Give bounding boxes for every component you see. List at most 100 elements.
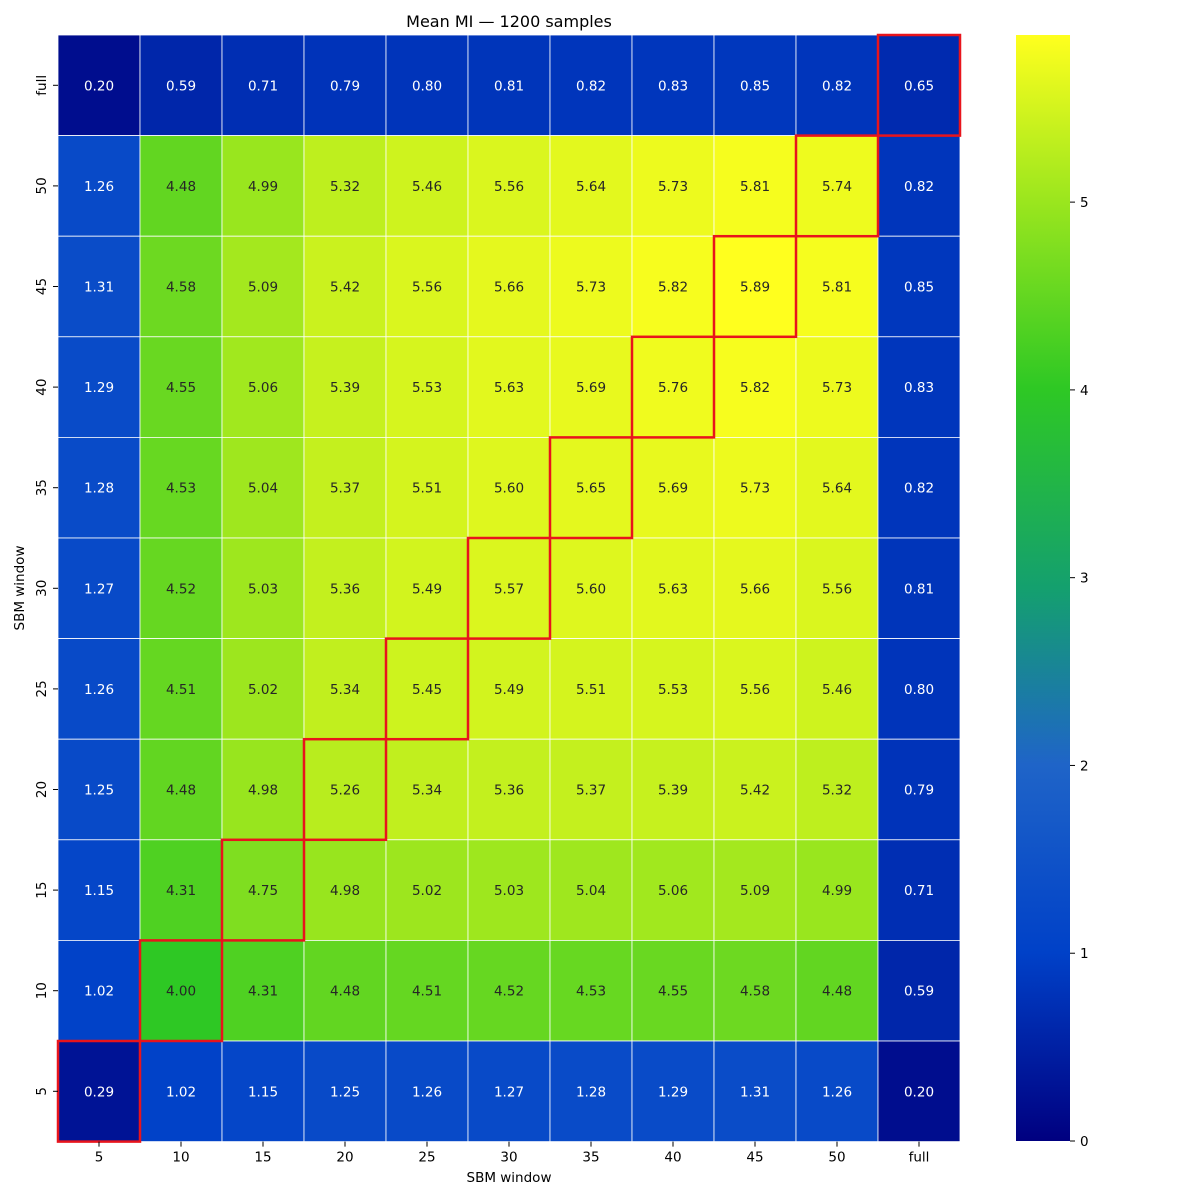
colorbar-tick-label: 5 — [1080, 195, 1089, 211]
colorbar-tick-label: 0 — [1080, 1134, 1089, 1150]
heatmap-cell — [221, 1040, 305, 1142]
heatmap-cell — [877, 1040, 961, 1142]
heatmap-cell — [713, 537, 797, 639]
cell-value-label: 4.52 — [494, 984, 524, 1000]
cell-value-label: 1.26 — [84, 179, 114, 195]
heatmap-cell — [795, 336, 879, 438]
cell-value-label: 4.48 — [166, 783, 196, 799]
cell-value-label: 5.46 — [822, 682, 852, 698]
cell-value-label: 5.89 — [740, 280, 770, 296]
cell-value-label: 5.56 — [494, 179, 524, 195]
highlight-box — [712, 234, 798, 339]
cell-value-label: 4.55 — [658, 984, 688, 1000]
heatmap-cell — [303, 1040, 387, 1142]
cell-value-label: 0.71 — [904, 883, 934, 899]
heatmap-cell — [631, 34, 715, 136]
heatmap-cell — [795, 738, 879, 841]
cell-value-label: 4.53 — [576, 984, 606, 1000]
cell-value-label: 1.31 — [84, 280, 114, 296]
cell-value-label: 5.73 — [822, 380, 852, 396]
colorbar-tick-label: 4 — [1080, 383, 1089, 399]
cell-value-label: 5.46 — [412, 179, 442, 195]
x-tick-label: 15 — [254, 1150, 271, 1166]
heatmap-cell — [631, 135, 715, 237]
cell-value-label: 5.06 — [658, 883, 688, 899]
y-axis-ticks: full 50 45 40 35 30 25 20 15 10 5 — [34, 75, 58, 1096]
heatmap-cell — [57, 436, 141, 539]
cell-value-label: 0.82 — [822, 78, 852, 94]
cell-value-label: 5.53 — [658, 682, 688, 698]
heatmap-cell — [549, 235, 633, 338]
cell-value-label: 0.20 — [84, 78, 114, 94]
y-tick-label: full — [34, 75, 50, 96]
cell-value-label: 5.63 — [494, 380, 524, 396]
heatmap-cell — [467, 940, 551, 1042]
x-tick-label: full — [909, 1150, 930, 1166]
heatmap-cell — [467, 738, 551, 841]
heatmap-cell — [467, 235, 551, 338]
heatmap-cell — [631, 738, 715, 841]
heatmap-cell — [385, 235, 469, 338]
heatmap-cell — [139, 738, 223, 841]
cell-value-label: 5.45 — [412, 682, 442, 698]
heatmap-cell — [57, 235, 141, 338]
heatmap-cell — [385, 1040, 469, 1142]
cell-value-label: 5.66 — [494, 280, 524, 296]
cell-value-label: 5.39 — [330, 380, 360, 396]
cell-value-label: 0.82 — [904, 179, 934, 195]
cell-value-label: 5.42 — [330, 280, 360, 296]
cell-value-label: 5.37 — [576, 783, 606, 799]
heatmap-cell — [385, 34, 469, 136]
y-tick-label: 20 — [34, 781, 50, 798]
cell-value-label: 5.76 — [658, 380, 688, 396]
heatmap-cell — [467, 839, 551, 941]
heatmap-cell — [139, 638, 223, 740]
cell-value-label: 5.34 — [330, 682, 360, 698]
heatmap-cell — [795, 135, 879, 237]
cell-value-label: 5.65 — [576, 481, 606, 497]
heatmap-cell — [221, 839, 305, 941]
x-axis-ticks: 5 10 15 20 25 30 35 40 45 50 full — [95, 1141, 930, 1166]
heatmap-cell — [795, 34, 879, 136]
highlight-box — [794, 134, 880, 238]
cell-value-label: 4.58 — [740, 984, 770, 1000]
heatmap-cell — [57, 1040, 141, 1142]
cell-value-label: 1.27 — [84, 581, 114, 597]
cell-value-label: 5.81 — [740, 179, 770, 195]
cell-value-label: 0.59 — [166, 78, 196, 94]
cell-value-label: 1.26 — [822, 1084, 852, 1100]
cell-value-label: 5.09 — [248, 280, 278, 296]
cell-value-label: 5.03 — [494, 883, 524, 899]
heatmap-cell — [385, 436, 469, 539]
heatmap-cell — [549, 537, 633, 639]
cell-value-label: 4.48 — [166, 179, 196, 195]
cell-value-label: 5.04 — [576, 883, 606, 899]
cell-value-label: 0.81 — [904, 581, 934, 597]
cell-value-label: 5.32 — [330, 179, 360, 195]
heatmap-cell — [877, 336, 961, 438]
colorbar-ticks: 0 1 2 3 4 5 — [1070, 195, 1089, 1150]
cell-value-label: 1.25 — [330, 1084, 360, 1100]
x-tick-label: 45 — [746, 1150, 763, 1166]
cell-value-label: 5.51 — [576, 682, 606, 698]
cell-value-label: 0.79 — [904, 783, 934, 799]
heatmap-cell — [877, 436, 961, 539]
cell-value-label: 5.26 — [330, 783, 360, 799]
cell-value-label: 5.39 — [658, 783, 688, 799]
heatmap-cell — [631, 940, 715, 1042]
heatmap-cell — [877, 839, 961, 941]
cell-value-label: 0.85 — [740, 78, 770, 94]
heatmap-cell — [713, 940, 797, 1042]
cell-value-label: 5.37 — [330, 481, 360, 497]
cell-value-label: 0.79 — [330, 78, 360, 94]
heatmap-cell — [385, 638, 469, 740]
highlight-box — [384, 637, 470, 741]
highlight-box — [466, 536, 552, 640]
cell-value-label: 5.69 — [576, 380, 606, 396]
cell-value-label: 5.64 — [822, 481, 852, 497]
cell-value-label: 5.56 — [740, 682, 770, 698]
heatmap-cell — [549, 940, 633, 1042]
cell-value-label: 1.29 — [84, 380, 114, 396]
cell-value-label: 4.98 — [248, 783, 278, 799]
cell-value-label: 0.20 — [904, 1084, 934, 1100]
